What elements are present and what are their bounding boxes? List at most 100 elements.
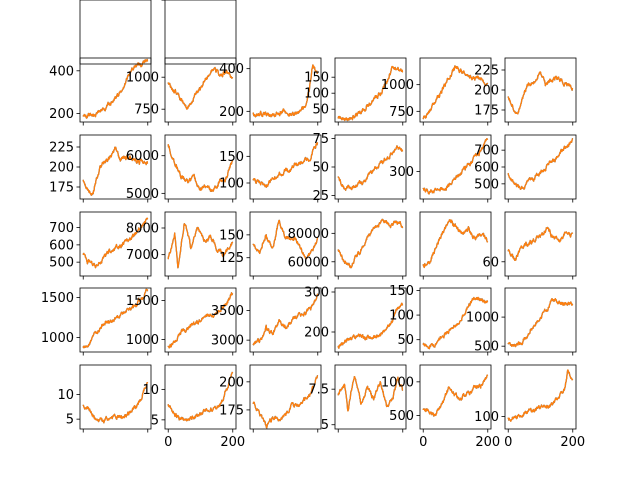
y-tick-label: 300 <box>389 165 414 180</box>
subplot-24: 500 1000 <box>466 287 577 356</box>
y-tick-label: 225 <box>474 64 499 79</box>
series-2-line-3 <box>252 64 319 118</box>
series-2-line-17 <box>422 218 489 269</box>
axes-frame-8 <box>164 134 237 200</box>
subplot-26: 5 10 0 200 <box>142 364 245 450</box>
series-2-line-22 <box>337 302 404 349</box>
y-tick-label: 175 <box>474 104 499 119</box>
series-2-line-7 <box>82 146 149 196</box>
axes-frame-16 <box>334 211 407 277</box>
y-tick-label: 75 <box>312 132 329 147</box>
series-2-line-16 <box>337 218 404 269</box>
y-tick-label: 150 <box>304 71 329 86</box>
y-tick-label: 7000 <box>126 248 159 263</box>
axes-frame-19 <box>79 287 152 353</box>
y-tick-label: 1000 <box>126 333 159 348</box>
axes-frame-25 <box>79 364 152 430</box>
series-2-line-15 <box>252 219 319 260</box>
axes-frame-2 <box>164 57 237 123</box>
x-tick-label: 0 <box>504 435 512 450</box>
subplot-1: 200 400 <box>49 57 152 126</box>
series-2-line-28 <box>337 375 404 412</box>
series-2-line-25 <box>82 381 149 424</box>
series-2-line-2 <box>167 66 234 110</box>
y-tick-label: 1500 <box>41 291 74 306</box>
axes-frame-5 <box>419 57 492 123</box>
subplot-31: 0 200 <box>79 0 160 65</box>
y-tick-label: 125 <box>219 251 244 266</box>
y-tick-label: 500 <box>389 409 414 424</box>
y-tick-label: 225 <box>49 141 74 156</box>
subplot-8: 5000 6000 <box>126 134 237 203</box>
axes-frame-30 <box>504 364 577 430</box>
y-tick-label: 10 <box>57 388 74 403</box>
series-2-line-19 <box>82 288 149 349</box>
y-tick-label: 300 <box>304 286 329 301</box>
subplot-11: 300 <box>389 134 492 203</box>
y-tick-label: 1000 <box>41 331 74 346</box>
y-tick-label: 150 <box>219 150 244 165</box>
y-tick-label: 8000 <box>126 222 159 237</box>
series-2-line-9 <box>252 142 319 188</box>
y-tick-label: 200 <box>49 107 74 122</box>
axes-frame-3 <box>249 57 322 123</box>
subplot-32: 75100 0 200 <box>134 0 245 65</box>
subplot-6: 175 200 225 <box>474 57 577 126</box>
series-2-line-23 <box>422 296 489 350</box>
y-tick-label: 50 <box>312 103 329 118</box>
subplot-15: 125 150 <box>219 211 322 280</box>
x-tick-label: 200 <box>475 435 500 450</box>
x-tick-label: 200 <box>560 435 585 450</box>
subplot-19: 1000 1500 <box>41 287 152 356</box>
axes-frame-14 <box>164 211 237 277</box>
axes-frame-29 <box>419 364 492 430</box>
y-tick-label: 1000 <box>381 78 414 93</box>
x-tick-label: 0 <box>79 0 87 4</box>
series-2-line-13 <box>82 217 149 269</box>
y-tick-label: 1500 <box>126 294 159 309</box>
x-tick-label: 0 <box>164 435 172 450</box>
axes-frame-9 <box>249 134 322 200</box>
series-2-line-1 <box>82 58 149 119</box>
y-tick-label: 150 <box>219 228 244 243</box>
y-tick-label: 7.5 <box>308 383 329 398</box>
subplot-22: 200 300 <box>304 286 407 356</box>
series-2-line-26 <box>167 371 234 422</box>
subplot-9: 100 150 <box>219 134 322 203</box>
series-2-line-18 <box>507 226 574 261</box>
y-tick-label: 6000 <box>126 149 159 164</box>
series-2-line-14 <box>167 223 234 269</box>
series-2-line-27 <box>252 375 319 429</box>
y-tick-label: 1000 <box>466 311 499 326</box>
subplot-18: 60 <box>482 211 577 280</box>
y-tick-label: 600 <box>474 161 499 176</box>
y-tick-label: 100 <box>474 410 499 425</box>
y-tick-label: 750 <box>134 103 159 118</box>
series-2-line-29 <box>422 374 489 417</box>
y-tick-label: 600 <box>49 238 74 253</box>
y-tick-label: 500 <box>474 177 499 192</box>
x-tick-label: 200 <box>220 0 245 4</box>
y-tick-label: 200 <box>304 326 329 341</box>
y-tick-label: 175 <box>219 403 244 418</box>
axes-frame-24 <box>504 287 577 353</box>
series-2-line-24 <box>507 297 574 348</box>
subplot-2: 750 1000 <box>126 57 237 126</box>
subplot-3: 200 400 <box>219 57 322 126</box>
y-tick-label: 75 <box>142 0 159 4</box>
subplot-25: 5 10 <box>57 364 152 433</box>
subplot-16: 60000 80000 <box>288 211 407 280</box>
y-tick-label: 25 <box>312 189 329 204</box>
x-tick-label: 200 <box>220 435 245 450</box>
series-2-line-6 <box>507 71 574 115</box>
subplot-13: 500 600 700 <box>49 211 152 280</box>
y-tick-label: 5 <box>66 413 74 428</box>
y-tick-label: 60 <box>482 255 499 270</box>
y-tick-label: 5 <box>321 418 329 433</box>
y-tick-label: 200 <box>219 375 244 390</box>
series-2-line-8 <box>167 143 234 193</box>
series-2-line-21 <box>252 293 319 346</box>
y-tick-label: 60000 <box>288 255 329 270</box>
series-2-line-12 <box>507 138 574 190</box>
